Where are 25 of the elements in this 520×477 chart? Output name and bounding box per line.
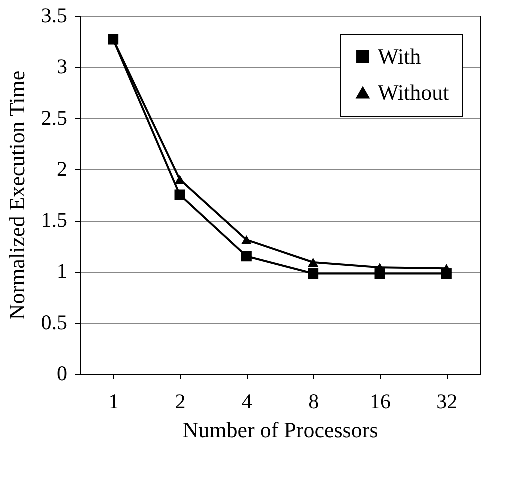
point: [374, 263, 386, 272]
point: [308, 258, 319, 268]
y-axis-title: Normalized Execution Time: [4, 70, 30, 320]
x-axis-title: Number of Processors: [182, 418, 378, 442]
y-tick-label: 3.5: [41, 4, 68, 28]
y-tick-label: 1: [57, 259, 68, 284]
x-tick-label: 8: [308, 390, 320, 414]
legend-label: With: [378, 44, 422, 69]
x-tick-label: 4: [242, 390, 253, 414]
point: [174, 175, 186, 184]
x-tick-label: 16: [370, 390, 391, 414]
x-tick-label: 32: [436, 390, 458, 414]
y-tick-label: 0: [57, 362, 68, 386]
y-tick-label: 3: [57, 54, 68, 79]
x-tick-label: 2: [175, 390, 186, 414]
point: [308, 268, 319, 280]
y-tick-label: 0.5: [41, 310, 68, 334]
legend-label: Without: [378, 80, 450, 105]
point: [241, 235, 252, 245]
point: [174, 190, 186, 200]
y-tick-label: 2: [57, 156, 68, 181]
x-tick-label: 1: [108, 390, 120, 414]
y-tick-label: 1.5: [41, 208, 68, 232]
y-tick-label: 2.5: [41, 106, 68, 130]
point: [241, 251, 252, 262]
